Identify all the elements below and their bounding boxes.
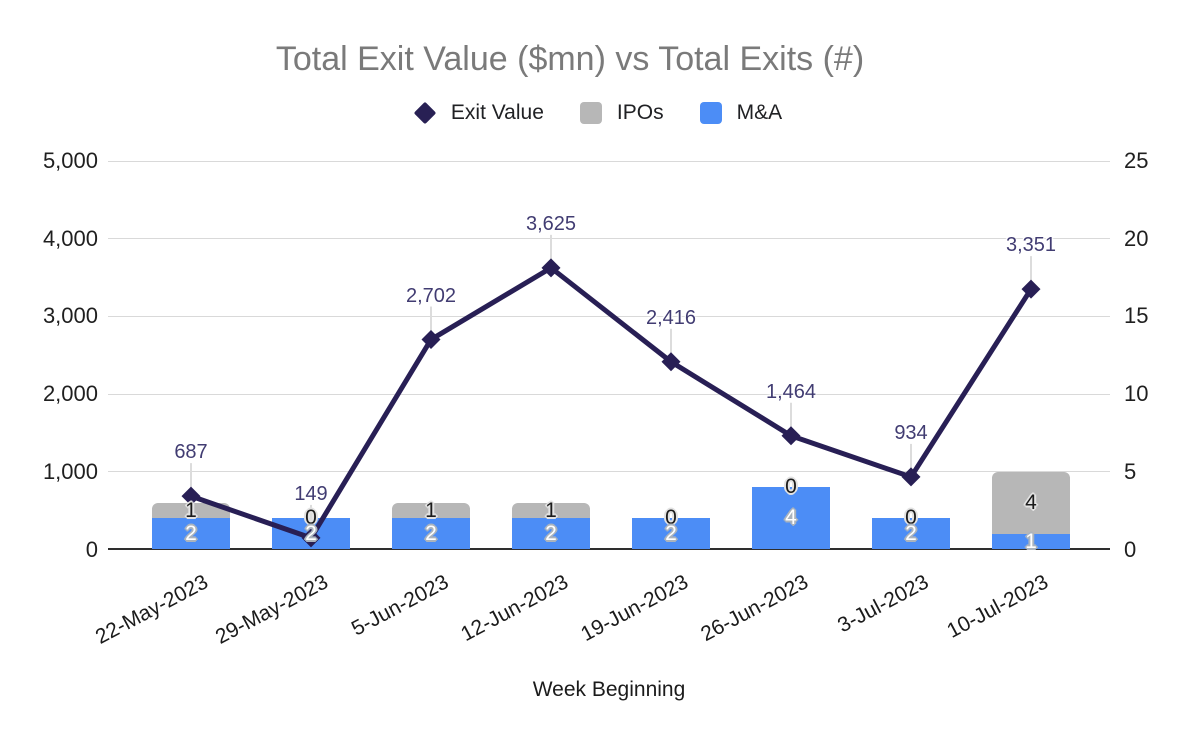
right-axis-tick: 10 — [1124, 381, 1149, 407]
diamond-data-point-icon — [541, 258, 561, 278]
bar-value-label: 2 — [185, 521, 197, 545]
exit-value-label: 3,625 — [525, 212, 577, 235]
gridline — [108, 238, 1110, 240]
exit-value-label: 149 — [294, 482, 328, 505]
blue-square-icon — [699, 102, 722, 124]
bar-value-label: 2 — [305, 521, 317, 545]
diamond-data-point-icon — [1021, 279, 1041, 299]
left-axis-tick: 4,000 — [42, 225, 98, 251]
exit-value-label: 2,416 — [645, 306, 697, 329]
legend: Exit Value IPOs M&A — [0, 97, 1196, 129]
diamond-marker-icon — [413, 101, 437, 125]
bar-value-label: 1 — [185, 498, 197, 522]
diamond-data-point-icon — [781, 426, 801, 446]
diamond-data-point-icon — [901, 467, 921, 487]
bar-value-label: 4 — [1025, 490, 1037, 514]
legend-item-ma: M&A — [699, 101, 783, 125]
legend-item-exit-value: Exit Value — [413, 101, 544, 125]
left-axis-tick: 2,000 — [42, 381, 98, 407]
chart-title: Total Exit Value ($mn) vs Total Exits (#… — [275, 40, 865, 78]
right-axis-tick: 20 — [1124, 225, 1149, 251]
legend-item-ipos: IPOs — [579, 101, 664, 125]
exit-value-label: 1,464 — [765, 380, 817, 403]
legend-label: M&A — [736, 101, 783, 124]
gridline — [108, 160, 1110, 162]
bar-value-label: 0 — [785, 475, 797, 499]
x-axis-category-label: 3-Jul-2023 — [833, 570, 933, 638]
x-axis-baseline — [108, 548, 1110, 550]
gridline — [108, 315, 1110, 317]
bar-value-label: 1 — [1025, 529, 1037, 553]
bar-value-label: 0 — [905, 506, 917, 530]
right-axis-tick: 15 — [1124, 303, 1149, 329]
exit-value-label: 3,351 — [1005, 234, 1057, 257]
x-axis-category-label: 29-May-2023 — [212, 570, 333, 649]
gridline — [108, 393, 1110, 395]
bar-value-label: 0 — [305, 506, 317, 530]
left-axis-tick: 3,000 — [42, 303, 98, 329]
bar-value-label: 2 — [425, 521, 437, 545]
x-axis-category-label: 5-Jun-2023 — [347, 570, 453, 641]
gridline — [108, 471, 1110, 473]
right-axis-tick: 0 — [1124, 536, 1137, 562]
x-axis-category-label: 12-Jun-2023 — [457, 570, 573, 647]
exit-value-label: 687 — [174, 441, 208, 464]
gray-square-icon — [579, 102, 602, 124]
left-axis-tick: 0 — [85, 536, 98, 562]
bar-value-label: 1 — [545, 498, 557, 522]
bar-value-label: 2 — [545, 521, 557, 545]
x-axis-category-label: 10-Jul-2023 — [943, 570, 1053, 643]
exit-value-label: 934 — [894, 421, 928, 444]
legend-label: IPOs — [616, 101, 664, 124]
bar-value-label: 4 — [785, 506, 797, 530]
left-axis-tick: 1,000 — [42, 458, 98, 484]
left-axis-tick: 5,000 — [42, 148, 98, 173]
x-axis-title: Week Beginning — [532, 678, 686, 701]
x-axis-category-label: 26-Jun-2023 — [697, 570, 813, 647]
bar-value-label: 1 — [425, 498, 437, 522]
right-axis-tick: 5 — [1124, 458, 1137, 484]
diamond-data-point-icon — [421, 330, 441, 350]
legend-label: Exit Value — [450, 101, 544, 124]
x-axis-category-label: 22-May-2023 — [92, 570, 213, 649]
bar-value-label: 0 — [665, 506, 677, 530]
right-axis-tick: 25 — [1124, 148, 1149, 173]
diamond-data-point-icon — [661, 352, 681, 372]
bar-value-label: 2 — [665, 521, 677, 545]
x-axis-category-label: 19-Jun-2023 — [577, 570, 693, 647]
exit-value-label: 2,702 — [405, 284, 457, 307]
bar-value-label: 2 — [905, 521, 917, 545]
